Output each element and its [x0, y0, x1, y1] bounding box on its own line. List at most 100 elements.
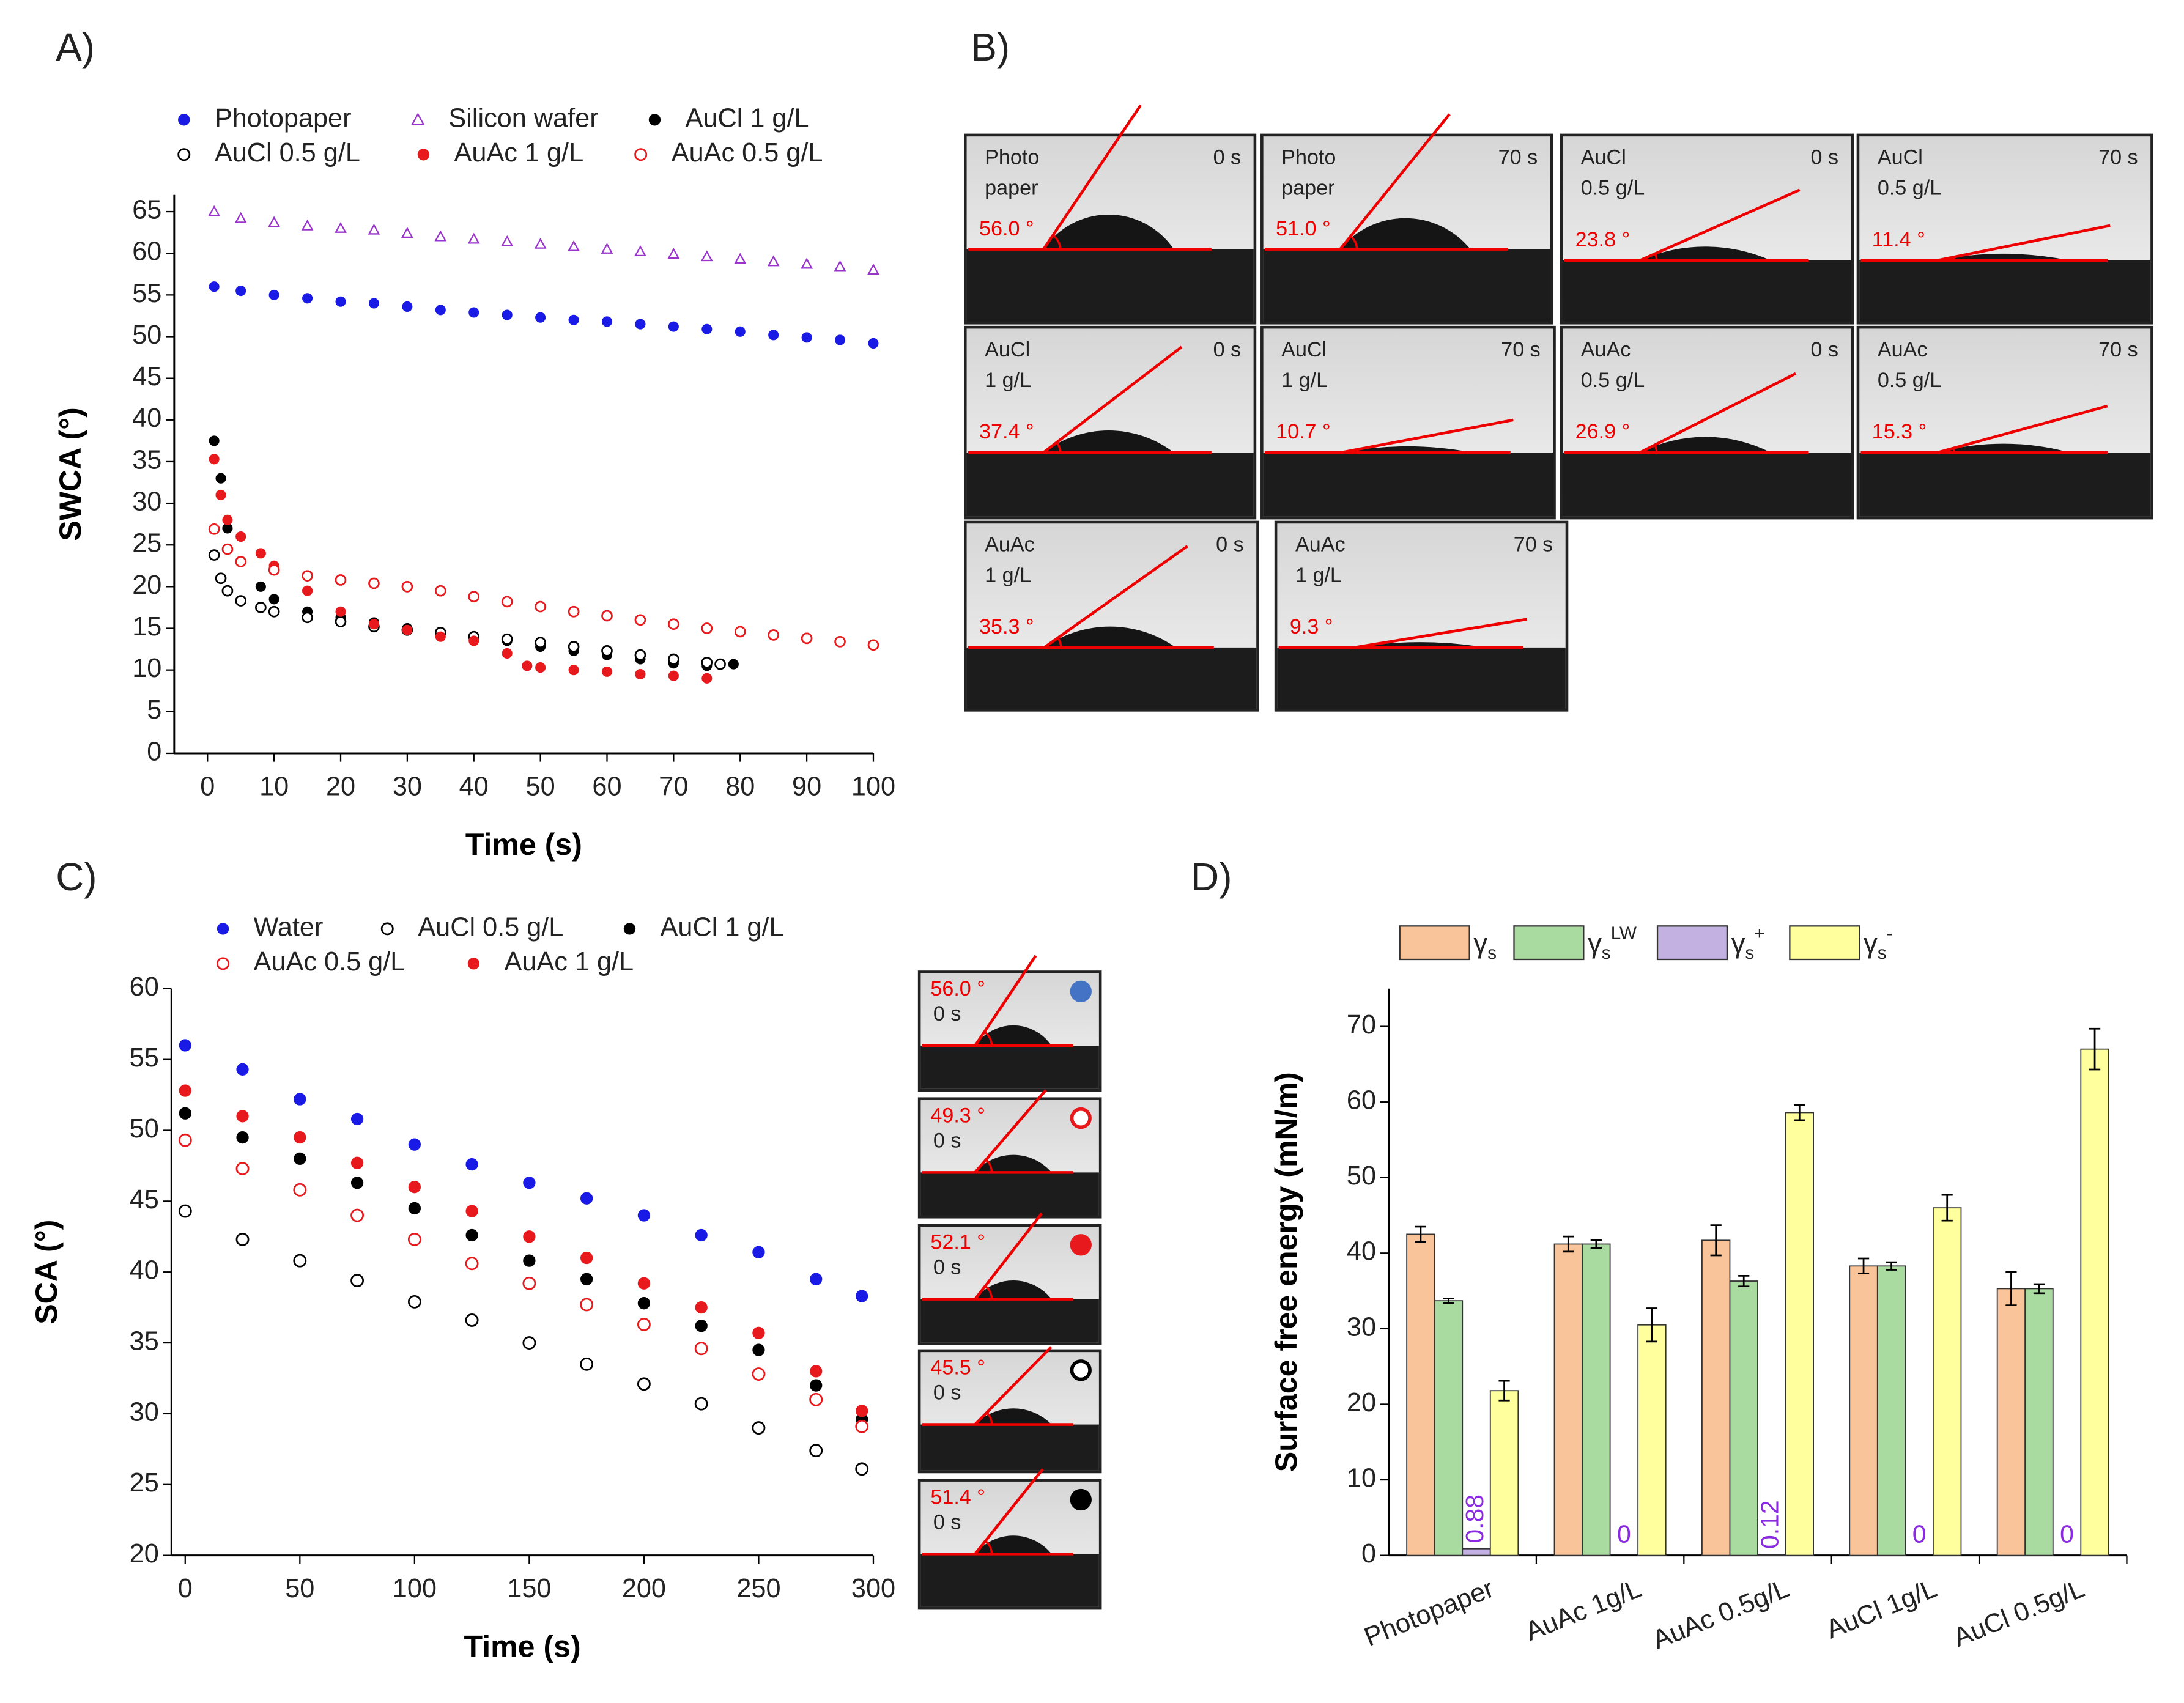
- droplet: [1044, 626, 1176, 648]
- data-point: [752, 1367, 766, 1381]
- data-point: [568, 314, 579, 325]
- data-point: [522, 1336, 536, 1350]
- data-point: [568, 641, 580, 652]
- data-point: [221, 585, 234, 597]
- y-axis-title: Surface free energy (mN/m): [1269, 1072, 1303, 1472]
- contact-angle: 23.8 °: [1575, 228, 1631, 251]
- angle-arc: [1952, 257, 1955, 260]
- data-point: [335, 296, 346, 307]
- image-label: AuCl: [985, 338, 1030, 361]
- error-bar: [1886, 1261, 1897, 1271]
- data-point: [668, 670, 679, 681]
- value-label: 0: [1912, 1520, 1927, 1548]
- inset-symbol: [1070, 1359, 1092, 1381]
- droplet: [975, 1154, 1052, 1173]
- legend-marker: [380, 922, 394, 936]
- data-point: [695, 1320, 708, 1332]
- data-point: [801, 332, 812, 343]
- data-point: [734, 253, 747, 264]
- legend-marker: [467, 958, 480, 970]
- data-point: [294, 1093, 306, 1106]
- image-label: 0.5 g/L: [1581, 369, 1645, 392]
- droplet: [1043, 214, 1174, 249]
- data-point: [208, 549, 220, 561]
- angle-arc: [986, 1411, 993, 1425]
- image-label: AuAc: [985, 533, 1035, 556]
- data-point: [335, 222, 347, 233]
- legend-marker: [217, 957, 230, 970]
- data-point: [701, 657, 713, 668]
- data-point: [535, 600, 546, 613]
- y-tick-label: 40: [132, 404, 161, 433]
- tangent: [1937, 224, 2111, 262]
- legend-subscript: s: [1487, 943, 1497, 963]
- error-bar: [1415, 1225, 1427, 1243]
- angle-arc: [1654, 444, 1658, 453]
- legend-label: AuCl 1 g/L: [686, 103, 809, 133]
- legend-marker: [648, 114, 661, 126]
- image-time: 0 s: [1811, 146, 1839, 169]
- data-point: [208, 523, 220, 535]
- data-point: [368, 577, 380, 589]
- data-point: [302, 585, 313, 596]
- data-point: [179, 1107, 191, 1120]
- contact-angle: 56.0 °: [930, 977, 985, 1000]
- data-point: [408, 1181, 421, 1194]
- bar: [1933, 1207, 1962, 1556]
- data-point: [534, 237, 547, 249]
- data-point: [634, 649, 646, 661]
- data-point: [268, 564, 280, 576]
- substrate: [1859, 260, 2151, 322]
- angle-arc: [983, 1031, 993, 1046]
- data-point: [179, 1084, 191, 1097]
- data-point: [601, 316, 613, 327]
- bar: [1701, 1239, 1731, 1556]
- legend-swatch: [1656, 925, 1728, 961]
- substrate: [920, 1424, 1099, 1471]
- data-point: [268, 594, 279, 605]
- image-label: AuAc: [1878, 338, 1928, 361]
- data-point: [235, 556, 247, 567]
- data-point: [402, 301, 413, 312]
- y-tick-label: 45: [130, 1185, 159, 1214]
- data-point: [668, 618, 679, 630]
- data-point: [535, 662, 546, 673]
- inset-symbol: [1070, 980, 1092, 1003]
- data-point: [368, 619, 379, 630]
- tangent: [1042, 345, 1183, 454]
- data-point: [215, 572, 227, 585]
- y-tick-label: 35: [130, 1326, 159, 1356]
- data-point: [752, 1343, 765, 1356]
- legend-superscript: LW: [1611, 923, 1637, 944]
- legend-label: AuAc 1 g/L: [505, 947, 634, 977]
- y-tick-label: 40: [1347, 1237, 1376, 1266]
- bar: [1876, 1265, 1906, 1556]
- data-point: [856, 1290, 868, 1302]
- y-tick-label: 70: [1347, 1010, 1376, 1040]
- substrate: [1563, 260, 1851, 322]
- data-point: [350, 1274, 365, 1288]
- data-point: [810, 1379, 823, 1392]
- inset-symbol: [1070, 1107, 1092, 1129]
- bar: [1996, 1288, 2026, 1556]
- tangent: [1937, 404, 2108, 454]
- substrate: [1563, 453, 1851, 517]
- droplet: [1043, 430, 1174, 453]
- error-bar: [1710, 1224, 1722, 1257]
- tangent: [1043, 545, 1188, 649]
- x-tick-label: 40: [459, 772, 489, 801]
- data-point: [735, 326, 746, 337]
- data-point: [235, 531, 246, 542]
- panel-label: D): [1191, 855, 1232, 899]
- data-point: [435, 305, 446, 316]
- legend-label: γs-: [1864, 923, 1892, 963]
- tangent: [1042, 104, 1142, 250]
- contact-angle: 37.4 °: [979, 420, 1034, 443]
- image-label: 0.5 g/L: [1878, 369, 1941, 392]
- data-point: [601, 610, 613, 622]
- y-tick-label: 55: [132, 279, 161, 308]
- data-point: [407, 1295, 421, 1309]
- substrate: [1263, 453, 1553, 517]
- data-point: [714, 658, 726, 670]
